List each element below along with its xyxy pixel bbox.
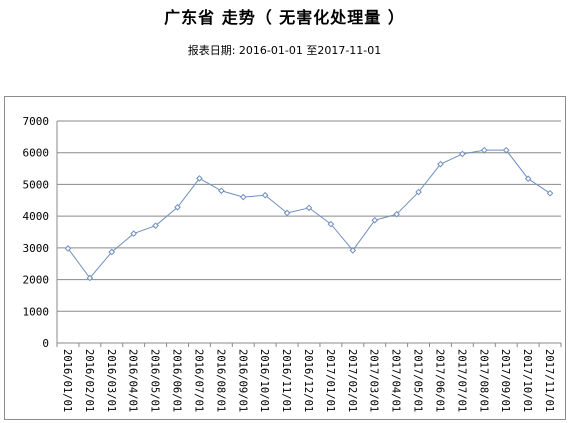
data-point bbox=[305, 204, 313, 212]
data-point bbox=[64, 245, 72, 252]
x-tick-label: 2017/09/01 bbox=[499, 349, 511, 412]
data-point bbox=[196, 175, 203, 182]
data-point bbox=[502, 146, 510, 154]
data-point bbox=[371, 216, 379, 224]
x-tick-label: 2017/06/01 bbox=[433, 349, 445, 412]
x-tick-label: 2016/02/01 bbox=[83, 349, 95, 412]
data-point bbox=[459, 150, 466, 158]
y-tick-label: 6000 bbox=[23, 147, 50, 160]
x-tick-label: 2016/08/01 bbox=[214, 349, 226, 412]
x-tick-label: 2017/04/01 bbox=[390, 349, 402, 412]
x-tick-label: 2016/09/01 bbox=[236, 349, 248, 412]
x-tick-label: 2017/11/01 bbox=[543, 349, 555, 412]
data-point bbox=[130, 230, 138, 237]
data-point bbox=[218, 187, 225, 195]
series-line bbox=[67, 149, 551, 279]
data-point bbox=[349, 247, 357, 254]
data-point bbox=[86, 274, 94, 282]
data-point bbox=[480, 146, 488, 154]
data-point bbox=[415, 188, 422, 196]
x-tick-label: 2016/05/01 bbox=[149, 349, 161, 412]
y-tick-label: 3000 bbox=[23, 242, 50, 255]
chart-frame bbox=[4, 96, 566, 420]
y-tick-label: 2000 bbox=[23, 274, 50, 287]
x-tick-label: 2017/01/01 bbox=[324, 349, 336, 412]
data-point bbox=[108, 248, 116, 256]
x-tick-label: 2016/03/01 bbox=[105, 349, 117, 412]
x-tick-label: 2016/10/01 bbox=[258, 349, 270, 412]
x-tick-label: 2016/11/01 bbox=[280, 349, 292, 412]
x-tick-label: 2017/07/01 bbox=[455, 349, 467, 412]
data-point bbox=[239, 193, 247, 201]
x-tick-label: 2017/05/01 bbox=[412, 349, 424, 412]
x-tick-label: 2016/01/01 bbox=[61, 349, 73, 412]
x-tick-label: 2016/04/01 bbox=[127, 349, 139, 412]
chart-subtitle: 报表日期: 2016-01-01 至2017-11-01 bbox=[187, 44, 382, 57]
x-tick-label: 2016/06/01 bbox=[171, 349, 183, 412]
data-point bbox=[546, 190, 554, 197]
x-tick-label: 2016/07/01 bbox=[192, 349, 204, 412]
y-tick-label: 5000 bbox=[23, 178, 50, 191]
data-point bbox=[261, 191, 269, 199]
y-tick-label: 7000 bbox=[23, 115, 50, 128]
y-tick-label: 0 bbox=[42, 337, 49, 350]
data-point bbox=[524, 175, 532, 183]
data-point bbox=[152, 222, 159, 229]
y-tick-label: 4000 bbox=[23, 210, 50, 223]
data-point bbox=[283, 209, 291, 217]
x-tick-label: 2017/02/01 bbox=[346, 349, 358, 412]
data-point bbox=[437, 160, 444, 168]
x-tick-label: 2017/08/01 bbox=[477, 349, 489, 412]
data-point bbox=[327, 220, 335, 228]
x-tick-label: 2017/03/01 bbox=[368, 349, 380, 412]
data-point bbox=[174, 203, 181, 211]
chart-title: 广东省 走势（ 无害化处理量 ） bbox=[164, 8, 405, 27]
x-tick-label: 2016/12/01 bbox=[302, 349, 314, 412]
data-point bbox=[393, 210, 400, 218]
y-tick-label: 1000 bbox=[23, 305, 50, 318]
x-tick-label: 2017/10/01 bbox=[521, 349, 533, 412]
